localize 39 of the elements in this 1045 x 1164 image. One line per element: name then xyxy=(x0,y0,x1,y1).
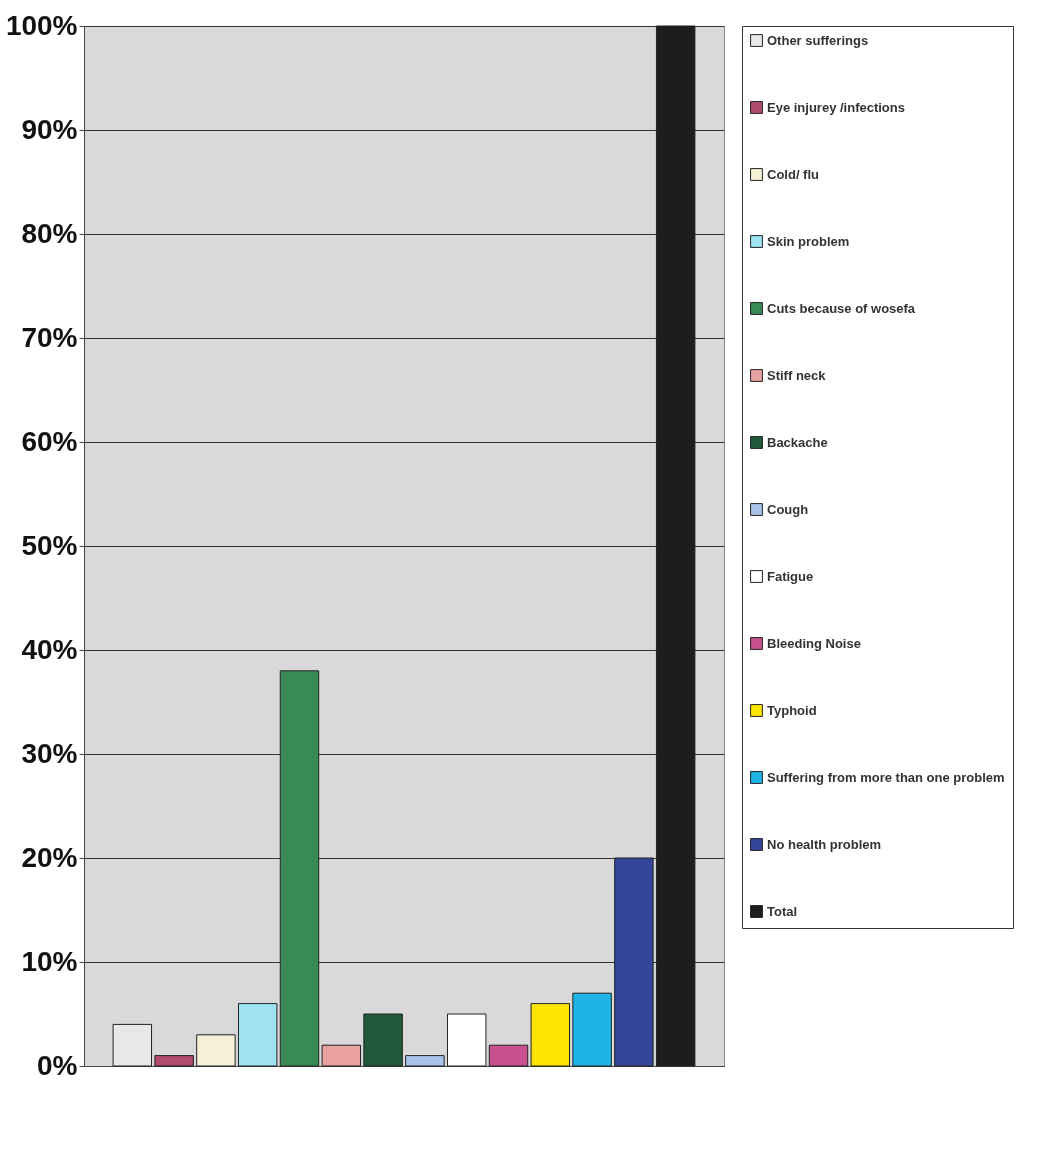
bar xyxy=(614,857,654,1067)
legend-label: Typhoid xyxy=(767,702,817,718)
legend-label: Stiff neck xyxy=(767,367,827,383)
legend-label: Total xyxy=(767,903,798,919)
bar xyxy=(154,1055,194,1067)
bar xyxy=(321,1044,362,1067)
bar xyxy=(279,670,320,1067)
y-tick-label: 70% xyxy=(21,321,78,353)
legend-label: Skin problem xyxy=(767,233,850,249)
y-tick-label: 100% xyxy=(5,9,78,41)
bar xyxy=(112,1023,153,1067)
bar xyxy=(405,1055,445,1067)
y-tick-label: 0% xyxy=(37,1049,78,1081)
legend-label: No health problem xyxy=(767,836,882,852)
y-tick-label: 10% xyxy=(21,945,78,977)
bar xyxy=(530,1003,571,1067)
bar xyxy=(572,992,612,1067)
y-tick-label: 20% xyxy=(21,841,78,873)
y-tick-label: 50% xyxy=(21,529,78,561)
bar xyxy=(363,1013,403,1067)
legend-label: Backache xyxy=(767,434,828,450)
bar xyxy=(446,1013,487,1067)
legend-label: Suffering from more than one problem xyxy=(767,769,1005,785)
bar xyxy=(655,25,696,1067)
legend-label: Fatigue xyxy=(767,568,814,584)
legend-label: Bleeding Noise xyxy=(767,635,861,651)
legend-label: Other sufferings xyxy=(767,32,869,48)
y-tick-label: 30% xyxy=(21,737,78,769)
legend-label: Cuts because of wosefa xyxy=(767,300,916,316)
bar xyxy=(196,1034,236,1067)
legend-label: Eye injurey /infections xyxy=(767,99,905,115)
y-tick-label: 90% xyxy=(21,113,78,145)
legend-label: Cough xyxy=(767,501,809,517)
bar xyxy=(237,1003,278,1067)
y-tick-label: 60% xyxy=(21,425,78,457)
legend-label: Cold/ flu xyxy=(767,166,820,182)
bar xyxy=(488,1044,529,1067)
y-tick-label: 40% xyxy=(21,633,78,665)
y-tick-label: 80% xyxy=(21,217,78,249)
